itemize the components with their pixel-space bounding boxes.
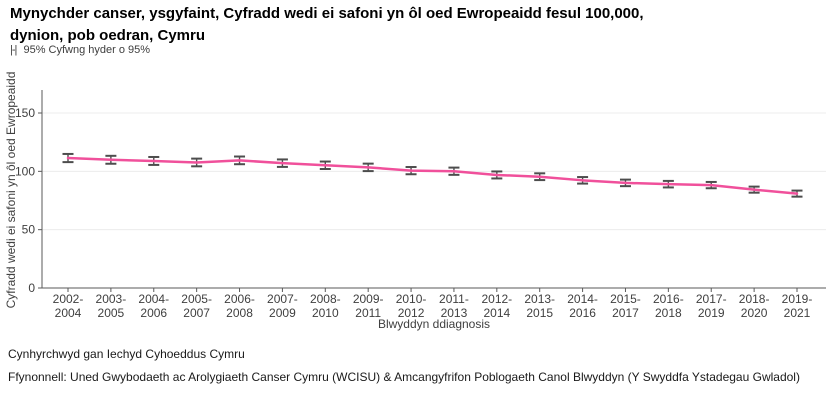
x-tick-label: 2015- bbox=[610, 292, 641, 306]
x-tick-label: 2002- bbox=[53, 292, 84, 306]
chart-title: Mynychder canser, ysgyfaint, Cyfradd wed… bbox=[10, 3, 644, 47]
x-tick-label: 2011- bbox=[439, 292, 469, 306]
x-tick-label: 2021 bbox=[784, 306, 811, 320]
x-tick-label: 2017 bbox=[612, 306, 639, 320]
y-tick-label: 100 bbox=[15, 164, 35, 178]
x-tick-label: 2004 bbox=[55, 306, 82, 320]
x-tick-label: 2016 bbox=[569, 306, 596, 320]
x-tick-label: 2019 bbox=[698, 306, 725, 320]
x-tick-label: 2011 bbox=[355, 306, 381, 320]
y-tick-label: 0 bbox=[28, 281, 35, 295]
x-tick-label: 2017- bbox=[696, 292, 727, 306]
x-tick-label: 2014- bbox=[567, 292, 598, 306]
x-tick-label: 2018 bbox=[655, 306, 682, 320]
x-tick-label: 2004- bbox=[138, 292, 169, 306]
x-tick-label: 2016- bbox=[653, 292, 684, 306]
ci-legend-text: 95% Cyfwng hyder o 95% bbox=[23, 44, 151, 56]
x-tick-label: 2008 bbox=[226, 306, 253, 320]
y-tick-label: 50 bbox=[22, 223, 36, 237]
x-tick-label: 2012 bbox=[398, 306, 425, 320]
ci-legend: |-| 95% Cyfwng hyder o 95% bbox=[10, 44, 150, 56]
y-tick-label: 150 bbox=[15, 106, 35, 120]
x-tick-label: 2013 bbox=[441, 306, 468, 320]
errorbar-glyph: |-| bbox=[10, 44, 17, 56]
plot-area: 0 50 100 150 2002-2004 2003-2005 2004-2006 2005… bbox=[15, 90, 826, 320]
x-tick-label: 2009 bbox=[269, 306, 296, 320]
x-tick-label: 2013- bbox=[524, 292, 555, 306]
x-tick-label: 2007- bbox=[267, 292, 298, 306]
y-axis-title: Cyfradd wedi ei safoni yn ôl oed Ewropea… bbox=[4, 71, 18, 309]
x-axis-title: Blwyddyn ddiagnosis bbox=[377, 317, 491, 331]
x-tick-label: 2008- bbox=[310, 292, 341, 306]
x-tick-label: 2003- bbox=[96, 292, 127, 306]
chart-title-line2: dynion, pob oedran, Cymru bbox=[10, 27, 206, 44]
x-tick-label: 2009- bbox=[353, 292, 384, 306]
x-tick-label: 2006- bbox=[224, 292, 255, 306]
x-tick-label: 2006 bbox=[140, 306, 167, 320]
x-tick-label: 2018- bbox=[739, 292, 770, 306]
x-tick-label: 2012- bbox=[481, 292, 512, 306]
x-tick-label: 2005- bbox=[181, 292, 212, 306]
x-tick-label: 2010 bbox=[312, 306, 339, 320]
footer-source: Ffynonnell: Uned Gwybodaeth ac Arolygiae… bbox=[8, 370, 800, 384]
footer-produced-by: Cynhyrchwyd gan Iechyd Cyhoeddus Cymru bbox=[8, 347, 245, 361]
x-tick-label: 2014 bbox=[483, 306, 510, 320]
x-tick-label: 2005 bbox=[98, 306, 125, 320]
x-tick-label: 2007 bbox=[183, 306, 210, 320]
x-tick-label: 2020 bbox=[741, 306, 768, 320]
trend-line bbox=[66, 156, 799, 195]
x-tick-label: 2019- bbox=[782, 292, 813, 306]
chart-title-line1: Mynychder canser, ysgyfaint, Cyfradd wed… bbox=[10, 5, 644, 22]
x-tick-label: 2015 bbox=[526, 306, 553, 320]
x-tick-label: 2010- bbox=[396, 292, 427, 306]
